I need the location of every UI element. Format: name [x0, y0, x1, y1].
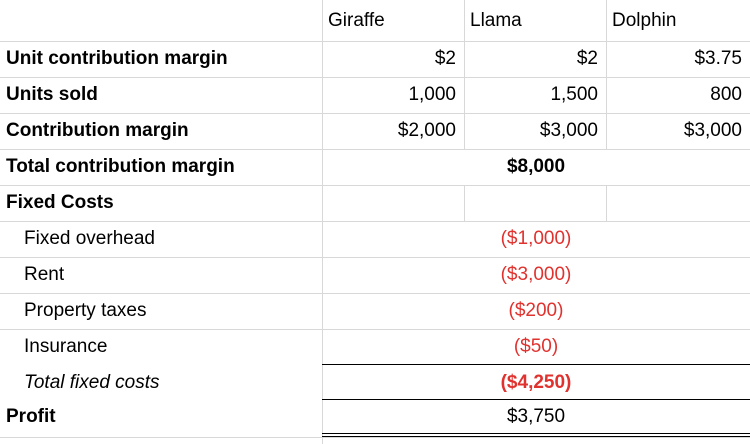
column-header-llama: Llama	[470, 10, 522, 31]
fixed-overhead-value: ($1,000)	[500, 228, 572, 249]
row-label-units-sold: Units sold	[6, 84, 98, 105]
gridline	[0, 293, 750, 294]
cell-llama-cm: $3,000	[539, 120, 598, 141]
gridline	[0, 221, 750, 222]
row-label-total-fixed-costs: Total fixed costs	[24, 372, 160, 393]
row-label-property-taxes: Property taxes	[24, 300, 147, 321]
row-label-profit: Profit	[6, 406, 56, 427]
insurance-value: ($50)	[513, 336, 559, 357]
gridline	[322, 0, 323, 444]
profit-value: $3,750	[506, 406, 566, 427]
row-label-contribution-margin: Contribution margin	[6, 120, 189, 141]
gridline	[0, 113, 750, 114]
total-border-bottom	[322, 399, 750, 400]
cell-llama-units-sold: 1,500	[550, 84, 598, 105]
total-border-top	[322, 364, 750, 365]
row-label-fixed-overhead: Fixed overhead	[24, 228, 155, 249]
cell-giraffe-unit-cm: $2	[434, 48, 456, 69]
gridline	[0, 185, 750, 186]
gridline	[0, 41, 750, 42]
cell-dolphin-cm: $3,000	[683, 120, 742, 141]
gridline	[0, 437, 750, 438]
row-label-insurance: Insurance	[24, 336, 108, 357]
profit-double-border-1	[322, 433, 750, 434]
row-label-rent: Rent	[24, 264, 65, 285]
gridline	[0, 149, 750, 150]
gridline	[0, 329, 750, 330]
column-header-dolphin: Dolphin	[612, 10, 677, 31]
gridline	[0, 257, 750, 258]
cell-dolphin-unit-cm: $3.75	[694, 48, 742, 69]
gridline	[606, 185, 607, 221]
rent-value: ($3,000)	[500, 264, 572, 285]
column-header-giraffe: Giraffe	[328, 10, 385, 31]
gridline	[464, 185, 465, 221]
cell-dolphin-units-sold: 800	[710, 84, 742, 105]
gridline	[0, 77, 750, 78]
cell-giraffe-cm: $2,000	[397, 120, 456, 141]
fixed-costs-heading: Fixed Costs	[6, 192, 114, 213]
property-taxes-value: ($200)	[508, 300, 564, 321]
row-label-unit-contribution-margin: Unit contribution margin	[6, 48, 228, 69]
gridline	[606, 0, 607, 149]
cell-llama-unit-cm: $2	[576, 48, 598, 69]
gridline	[464, 0, 465, 149]
total-contribution-margin-value: $8,000	[506, 156, 566, 177]
profit-double-border-2	[322, 436, 750, 437]
cell-giraffe-units-sold: 1,000	[408, 84, 456, 105]
total-fixed-costs-value: ($4,250)	[500, 372, 572, 393]
row-label-total-contribution-margin: Total contribution margin	[6, 156, 235, 177]
